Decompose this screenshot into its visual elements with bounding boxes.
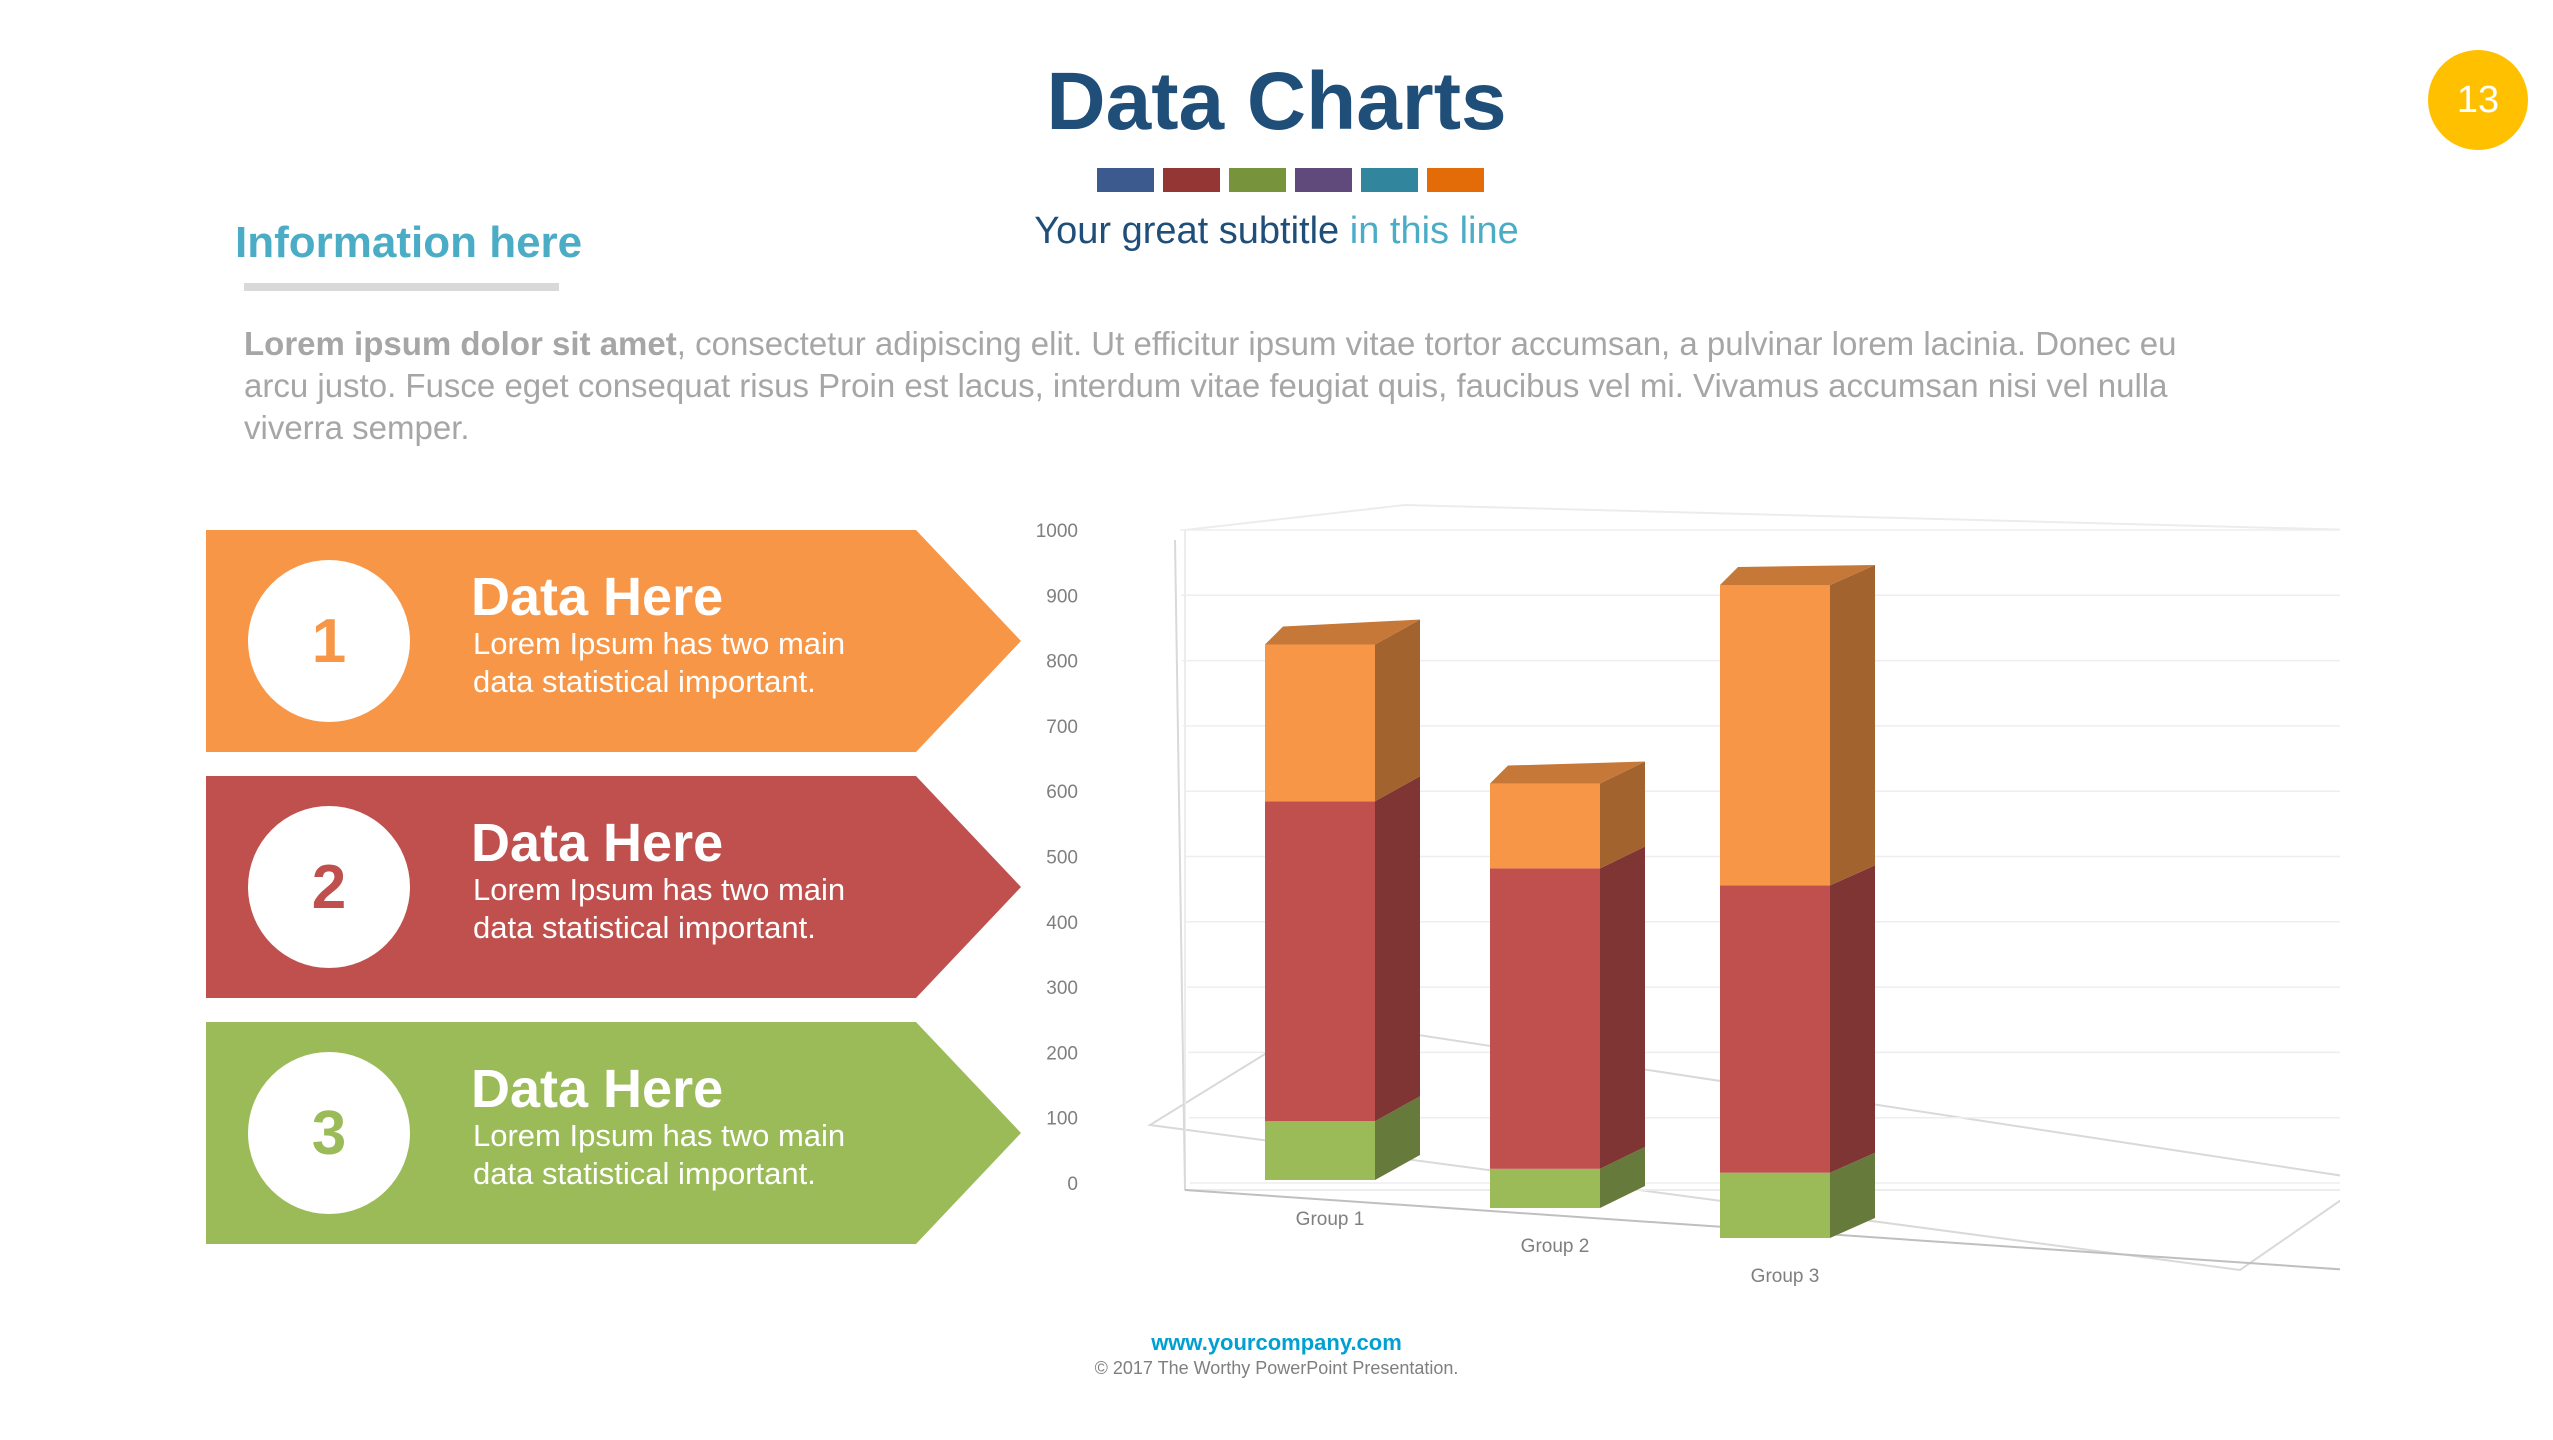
y-tick-label: 900 — [1046, 586, 1078, 607]
card-text-line: Lorem Ipsum has two main — [473, 626, 846, 661]
footer-copyright: © 2017 The Worthy PowerPoint Presentatio… — [1094, 1358, 1459, 1378]
y-tick-label: 800 — [1046, 652, 1078, 673]
card-arrow-shape — [206, 1022, 1021, 1244]
bar-segment — [1720, 885, 1830, 1173]
bar-segment — [1265, 1121, 1375, 1180]
bar-segment — [1490, 1168, 1600, 1208]
stacked-3d-bar-chart: 0 100 200 300 400 500 600 700 800 900 1000 Group 1 G… — [1036, 503, 2340, 1287]
card-title: Data Here — [471, 1059, 724, 1119]
info-body: Lorem ipsum dolor sit amet, consectetur … — [244, 323, 2244, 449]
bar-segment — [1720, 585, 1830, 886]
bar-segment-side — [1375, 619, 1420, 802]
bar-segment-side — [1830, 1152, 1875, 1238]
y-tick-label: 600 — [1046, 782, 1078, 803]
y-tick-label: 200 — [1046, 1043, 1078, 1064]
card-text-line: data statistical important. — [473, 664, 816, 699]
bar-segment — [1265, 644, 1375, 802]
color-swatch-strip — [1097, 168, 1484, 192]
bar-segment-side — [1375, 1096, 1420, 1180]
color-swatch — [1427, 168, 1484, 192]
y-tick-label: 400 — [1046, 913, 1078, 934]
card-title: Data Here — [471, 813, 724, 873]
slide-title: Data Charts — [1046, 56, 1507, 147]
card-text-line: data statistical important. — [473, 910, 816, 945]
data-card-1: 1 Data Here Lorem Ipsum has two main dat… — [206, 530, 1021, 752]
card-text-line: Lorem Ipsum has two main — [473, 1118, 846, 1153]
y-axis-line — [1174, 539, 1186, 1191]
bar-segment-side — [1375, 776, 1420, 1122]
x-tick-label: Group 3 — [1751, 1266, 1820, 1287]
bar-segment — [1490, 783, 1600, 869]
data-card-2: 2 Data Here Lorem Ipsum has two main dat… — [206, 776, 1021, 998]
bar-top — [1720, 565, 1875, 585]
card-text-line: data statistical important. — [473, 1156, 816, 1191]
y-tick-label: 100 — [1046, 1109, 1078, 1130]
page-number-badge: 13 — [2428, 50, 2528, 150]
bar-segment-side — [1600, 846, 1645, 1169]
card-title: Data Here — [471, 567, 724, 627]
bar-segment-side — [1830, 865, 1875, 1173]
card-text: Lorem Ipsum has two main data statistica… — [473, 871, 893, 947]
data-card-3: 3 Data Here Lorem Ipsum has two main dat… — [206, 1022, 1021, 1244]
y-tick-label: 0 — [1067, 1174, 1078, 1195]
bar-top — [1490, 761, 1645, 784]
footer-url[interactable]: www.yourcompany.com — [1151, 1330, 1402, 1355]
bar-segment-side — [1830, 565, 1875, 886]
bar-segment — [1720, 1172, 1830, 1238]
y-tick-label: 1000 — [1036, 521, 1078, 542]
bar-segment-side — [1600, 1146, 1645, 1208]
color-swatch — [1229, 168, 1286, 192]
slide-subtitle: Your great subtitle in this line — [0, 210, 2553, 253]
card-arrow-shape — [206, 530, 1021, 752]
bar-segment-side — [1600, 761, 1645, 869]
card-number: 1 — [248, 560, 410, 722]
bar-segment — [1490, 868, 1600, 1169]
card-number: 3 — [248, 1052, 410, 1214]
info-body-rest: , consectetur adipiscing elit. Ut effici… — [244, 325, 2177, 446]
info-underline — [244, 283, 559, 291]
subtitle-main: Your great subtitle — [1034, 210, 1340, 252]
x-tick-label: Group 1 — [1296, 1209, 1365, 1230]
bar-top — [1265, 619, 1420, 645]
card-text: Lorem Ipsum has two main data statistica… — [473, 1117, 893, 1193]
bar-segment — [1265, 801, 1375, 1122]
color-swatch — [1295, 168, 1352, 192]
y-tick-label: 500 — [1046, 848, 1078, 869]
info-heading: Information here — [235, 218, 583, 267]
card-arrow-shape — [206, 776, 1021, 998]
color-swatch — [1361, 168, 1418, 192]
color-swatch — [1097, 168, 1154, 192]
card-number: 2 — [248, 806, 410, 968]
x-tick-label: Group 2 — [1521, 1236, 1590, 1257]
chart-back-wall — [1184, 503, 2340, 1191]
subtitle-accent: in this line — [1349, 210, 1519, 252]
y-tick-label: 300 — [1046, 978, 1078, 999]
info-body-bold: Lorem ipsum dolor sit amet — [244, 325, 677, 362]
card-text-line: Lorem Ipsum has two main — [473, 872, 846, 907]
color-swatch — [1163, 168, 1220, 192]
y-tick-label: 700 — [1046, 717, 1078, 738]
card-text: Lorem Ipsum has two main data statistica… — [473, 625, 893, 701]
